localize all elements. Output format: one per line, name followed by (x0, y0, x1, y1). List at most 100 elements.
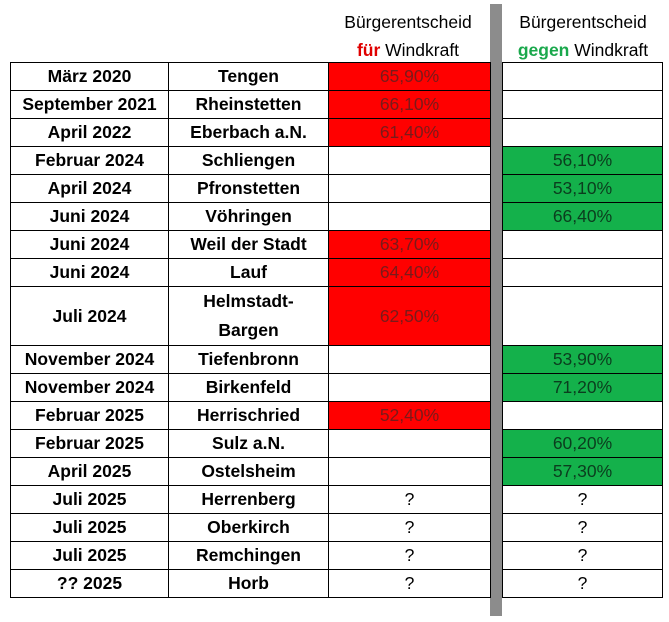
for-result-cell: ? (328, 513, 491, 542)
separator-cell (490, 118, 503, 147)
header-against-windkraft: Bürgerentscheid gegen Windkraft (500, 8, 666, 64)
header-against-keyword: gegen (517, 40, 570, 60)
against-result-cell: 53,90% (502, 345, 663, 374)
place-cell: Rheinstetten (168, 90, 329, 119)
place-cell: Pfronstetten (168, 174, 329, 203)
date-cell: Juli 2025 (10, 513, 169, 542)
for-result-cell: 66,10% (328, 90, 491, 119)
place-cell: Remchingen (168, 541, 329, 570)
against-result-cell (502, 286, 663, 346)
table-row: Juli 2025 Oberkirch?? (10, 513, 663, 542)
separator-cell (490, 569, 503, 598)
table-row: April 2025 Ostelsheim 57,30% (10, 457, 663, 486)
date-cell: November 2024 (10, 373, 169, 402)
for-result-cell (328, 174, 491, 203)
for-result-cell (328, 457, 491, 486)
for-result-cell: ? (328, 541, 491, 570)
table-row: Juni 2024 Weil der Stadt 63,70% (10, 230, 663, 259)
for-result-cell: 52,40% (328, 401, 491, 430)
separator-cell (490, 230, 503, 259)
date-cell: Juli 2025 (10, 541, 169, 570)
place-cell: Schliengen (168, 146, 329, 175)
place-cell: Sulz a.N. (168, 429, 329, 458)
place-line-2: Bargen (218, 320, 279, 340)
place-cell: Vöhringen (168, 202, 329, 231)
header-for-keyword: für (356, 40, 381, 60)
date-cell: April 2025 (10, 457, 169, 486)
place-cell: Herrischried (168, 401, 329, 430)
date-cell: Juli 2024 (10, 286, 169, 346)
separator-cell (490, 541, 503, 570)
date-cell: September 2021 (10, 90, 169, 119)
against-result-cell: 66,40% (502, 202, 663, 231)
separator-cell (490, 146, 503, 175)
against-result-cell (502, 62, 663, 91)
against-result-cell: ? (502, 541, 663, 570)
for-result-cell: 62,50% (328, 286, 491, 346)
place-line-1: Helmstadt- (203, 291, 294, 311)
date-cell: April 2024 (10, 174, 169, 203)
for-result-cell: 65,90% (328, 62, 491, 91)
table-row: März 2020 Tengen 65,90% (10, 62, 663, 91)
date-cell: ?? 2025 (10, 569, 169, 598)
place-cell: Lauf (168, 258, 329, 287)
table-row: Juli 2024 Helmstadt- Bargen 62,50% (10, 286, 663, 346)
header-for-rest: Windkraft (385, 40, 460, 60)
date-cell: November 2024 (10, 345, 169, 374)
place-cell: Tengen (168, 62, 329, 91)
separator-cell (490, 513, 503, 542)
results-table-body: März 2020 Tengen 65,90% September 2021 Rhein… (10, 62, 663, 598)
for-result-cell: 63,70% (328, 230, 491, 259)
for-result-cell (328, 202, 491, 231)
place-cell: Tiefenbronn (168, 345, 329, 374)
date-cell: Februar 2025 (10, 429, 169, 458)
separator-cell (490, 373, 503, 402)
date-cell: Juni 2024 (10, 202, 169, 231)
for-result-cell: ? (328, 485, 491, 514)
for-result-cell: 64,40% (328, 258, 491, 287)
against-result-cell: 57,30% (502, 457, 663, 486)
for-result-cell (328, 146, 491, 175)
separator-cell (490, 485, 503, 514)
place-cell: Helmstadt- Bargen (168, 286, 329, 346)
table-row: Februar 2024 Schliengen 56,10% (10, 146, 663, 175)
table-row: Juni 2024 Vöhringen 66,40% (10, 202, 663, 231)
against-result-cell (502, 230, 663, 259)
against-result-cell: 53,10% (502, 174, 663, 203)
header-against-rest: Windkraft (574, 40, 649, 60)
table-row: November 2024 Birkenfeld 71,20% (10, 373, 663, 402)
table-row: Juli 2025 Remchingen?? (10, 541, 663, 570)
date-cell: Juni 2024 (10, 258, 169, 287)
date-cell: März 2020 (10, 62, 169, 91)
for-result-cell: 61,40% (328, 118, 491, 147)
date-cell: Februar 2025 (10, 401, 169, 430)
separator-cell (490, 90, 503, 119)
table-row: Juli 2025 Herrenberg?? (10, 485, 663, 514)
table-row: Juni 2024 Lauf 64,40% (10, 258, 663, 287)
against-result-cell: ? (502, 569, 663, 598)
against-result-cell (502, 401, 663, 430)
header-against-line1: Bürgerentscheid (519, 12, 647, 32)
against-result-cell: 60,20% (502, 429, 663, 458)
results-table: März 2020 Tengen 65,90% September 2021 Rhein… (10, 62, 663, 598)
table-row: November 2024 Tiefenbronn 53,90% (10, 345, 663, 374)
against-result-cell: 56,10% (502, 146, 663, 175)
table-row: Februar 2025 Sulz a.N. 60,20% (10, 429, 663, 458)
separator-cell (490, 457, 503, 486)
separator-cell (490, 286, 503, 346)
separator-cell (490, 174, 503, 203)
place-cell: Eberbach a.N. (168, 118, 329, 147)
date-cell: Februar 2024 (10, 146, 169, 175)
against-result-cell: ? (502, 485, 663, 514)
table-row: April 2022 Eberbach a.N. 61,40% (10, 118, 663, 147)
separator-cell (490, 258, 503, 287)
date-cell: April 2022 (10, 118, 169, 147)
for-result-cell (328, 373, 491, 402)
against-result-cell (502, 258, 663, 287)
against-result-cell (502, 118, 663, 147)
against-result-cell: ? (502, 513, 663, 542)
against-result-cell (502, 90, 663, 119)
date-cell: Juni 2024 (10, 230, 169, 259)
table-row: September 2021 Rheinstetten 66,10% (10, 90, 663, 119)
place-cell: Herrenberg (168, 485, 329, 514)
